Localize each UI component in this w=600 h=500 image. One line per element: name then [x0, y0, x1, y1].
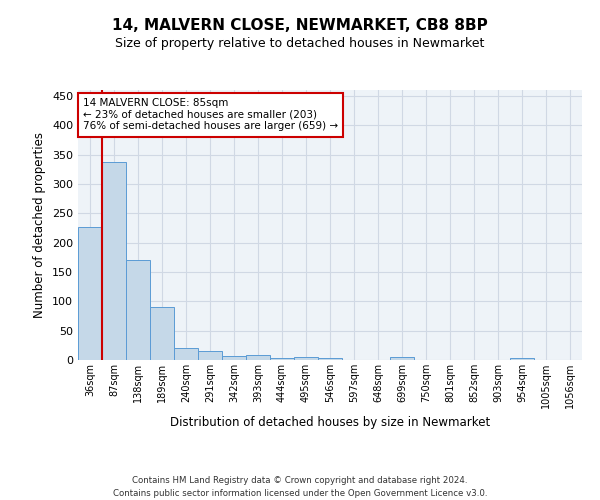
Bar — [78, 227, 102, 360]
Bar — [198, 350, 222, 360]
Bar — [102, 162, 126, 360]
Bar — [390, 357, 414, 360]
Bar — [246, 356, 270, 360]
Text: 14 MALVERN CLOSE: 85sqm
← 23% of detached houses are smaller (203)
76% of semi-d: 14 MALVERN CLOSE: 85sqm ← 23% of detache… — [83, 98, 338, 132]
Bar — [126, 260, 150, 360]
Bar — [294, 357, 318, 360]
Bar — [270, 358, 294, 360]
Bar — [510, 358, 534, 360]
Bar — [174, 348, 198, 360]
Bar — [150, 307, 174, 360]
Text: 14, MALVERN CLOSE, NEWMARKET, CB8 8BP: 14, MALVERN CLOSE, NEWMARKET, CB8 8BP — [112, 18, 488, 32]
Text: Size of property relative to detached houses in Newmarket: Size of property relative to detached ho… — [115, 38, 485, 51]
Bar — [222, 356, 246, 360]
Y-axis label: Number of detached properties: Number of detached properties — [34, 132, 46, 318]
X-axis label: Distribution of detached houses by size in Newmarket: Distribution of detached houses by size … — [170, 416, 490, 430]
Bar — [318, 358, 342, 360]
Text: Contains HM Land Registry data © Crown copyright and database right 2024.
Contai: Contains HM Land Registry data © Crown c… — [113, 476, 487, 498]
